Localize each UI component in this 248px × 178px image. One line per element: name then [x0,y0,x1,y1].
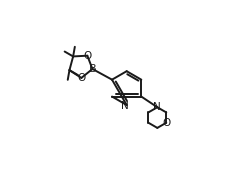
Text: N: N [121,101,129,111]
Text: O: O [77,73,86,83]
Text: O: O [162,118,170,128]
Text: B: B [89,64,96,74]
Text: O: O [83,51,92,61]
Text: N: N [154,102,161,112]
